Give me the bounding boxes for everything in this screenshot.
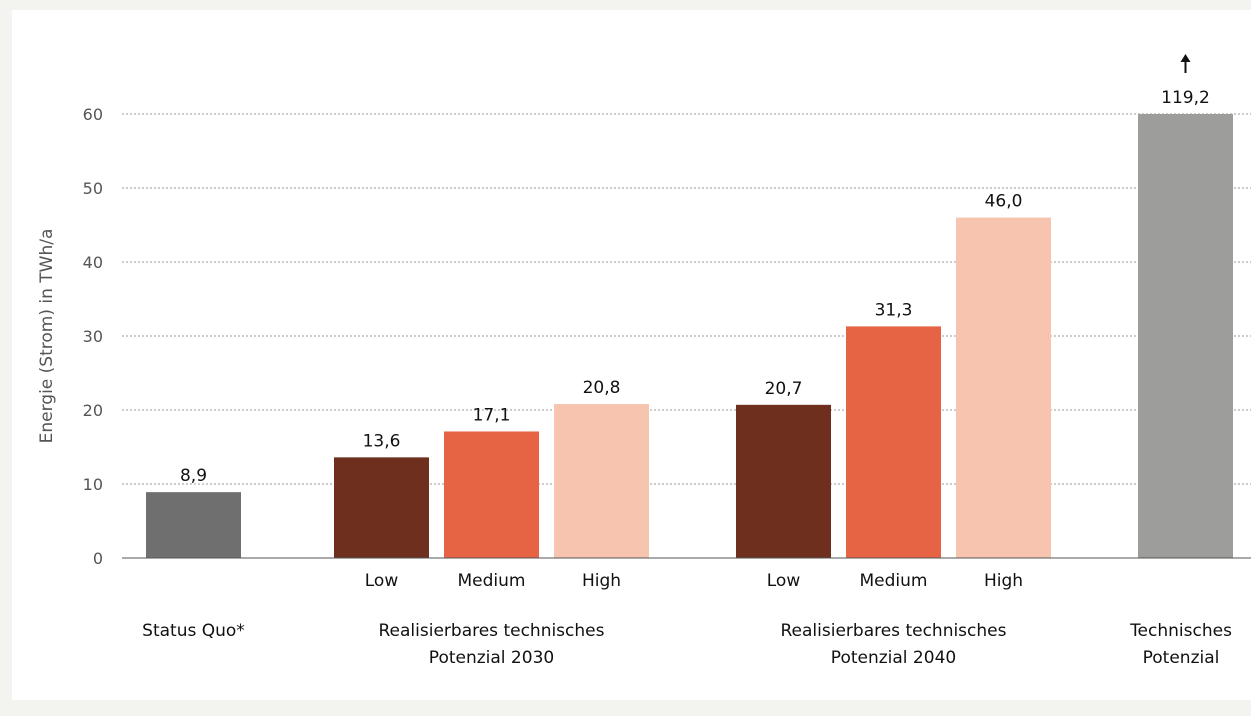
group-label: Potenzial 2030 (429, 648, 554, 668)
y-axis-title: Energie (Strom) in TWh/a (37, 229, 57, 444)
y-tick-label: 30 (83, 327, 103, 346)
bar (956, 217, 1051, 558)
y-tick-label: 60 (83, 105, 103, 124)
y-tick-label: 40 (83, 253, 103, 272)
bar-value-label: 20,8 (583, 378, 621, 398)
category-label: High (984, 571, 1023, 591)
group-label: Realisierbares technisches (781, 621, 1007, 641)
bar (554, 404, 649, 558)
category-label: Medium (860, 571, 928, 591)
bar (846, 326, 941, 558)
bar (736, 404, 831, 558)
bar-value-label: 119,2 (1161, 88, 1210, 108)
bar-value-label: 31,3 (875, 300, 913, 320)
y-tick-label: 0 (93, 549, 103, 568)
overflow-arrowhead-icon (1180, 54, 1191, 62)
bar (334, 457, 429, 558)
y-tick-label: 20 (83, 401, 103, 420)
group-label: Status Quo* (142, 621, 245, 641)
group-label: Potenzial (1143, 648, 1220, 668)
group-label: Potenzial 2040 (831, 648, 956, 668)
bar (146, 492, 241, 558)
category-label: High (582, 571, 621, 591)
bar-value-label: 46,0 (985, 192, 1023, 212)
group-label: Technisches (1129, 621, 1232, 641)
category-label: Low (767, 571, 801, 591)
category-label: Low (365, 571, 399, 591)
group-label: Realisierbares technisches (379, 621, 605, 641)
bar (1138, 114, 1233, 558)
y-tick-label: 10 (83, 475, 103, 494)
bar-value-label: 8,9 (180, 466, 207, 486)
bar-value-label: 20,7 (765, 379, 803, 399)
bar-value-label: 13,6 (363, 431, 401, 451)
bar-value-label: 17,1 (473, 405, 511, 425)
bar (444, 431, 539, 558)
category-label: Medium (458, 571, 526, 591)
y-tick-label: 50 (83, 179, 103, 198)
